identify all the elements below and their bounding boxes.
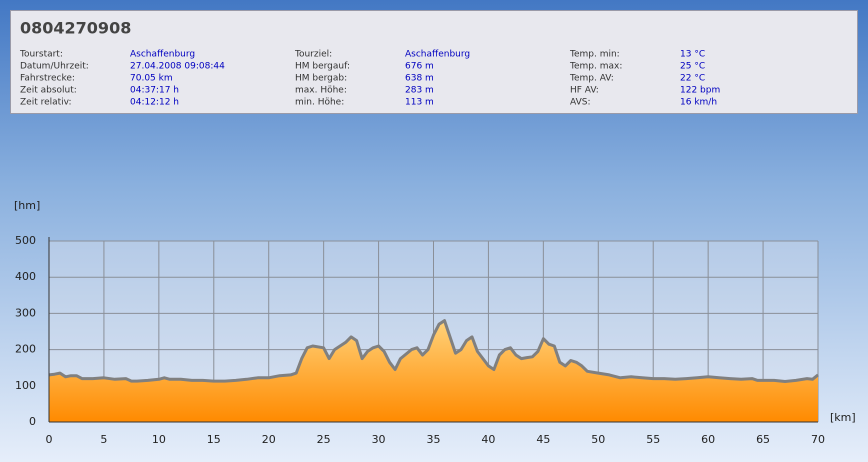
field-value: Aschaffenburg (130, 50, 195, 60)
field-label: Temp. min: (569, 50, 620, 60)
x-tick-label: 45 (536, 433, 550, 446)
x-tick-label: 55 (646, 433, 660, 446)
field-label: max. Höhe: (295, 86, 347, 96)
field-label: Fahrstrecke: (20, 74, 75, 84)
field-label: Datum/Uhrzeit: (20, 62, 89, 72)
y-tick-label: 300 (15, 306, 36, 319)
area (49, 320, 818, 422)
field-value: 122 bpm (680, 86, 720, 96)
x-tick-label: 30 (372, 433, 386, 446)
x-tick-label: 20 (262, 433, 276, 446)
field-value: 13 °C (680, 50, 705, 60)
y-tick-label: 0 (29, 415, 36, 428)
field-label: HM bergauf: (295, 62, 350, 72)
info-panel (10, 10, 858, 114)
field-label: Temp. max: (569, 62, 622, 72)
field-value: 16 km/h (680, 98, 717, 108)
field-value: 70.05 km (130, 74, 173, 84)
field-label: HF AV: (570, 86, 599, 96)
field-label: Temp. AV: (569, 74, 614, 84)
x-tick-label: 65 (756, 433, 770, 446)
x-axis-label: [km] (830, 411, 856, 424)
y-axis-label: [hm] (14, 199, 40, 212)
field-label: min. Höhe: (295, 98, 344, 108)
field-label: Zeit absolut: (20, 86, 77, 96)
x-tick-label: 5 (100, 433, 107, 446)
field-label: Zeit relativ: (20, 98, 72, 108)
x-tick-label: 70 (811, 433, 825, 446)
field-value: 283 m (405, 86, 434, 96)
field-value: 04:37:17 h (130, 86, 179, 96)
field-value: 25 °C (680, 62, 705, 72)
x-tick-label: 25 (317, 433, 331, 446)
y-tick-label: 500 (15, 234, 36, 247)
y-tick-label: 100 (15, 379, 36, 392)
x-tick-label: 60 (701, 433, 715, 446)
field-value: Aschaffenburg (405, 50, 470, 60)
fields: Tourstart: Aschaffenburg Datum/Uhrzeit: 27.… (19, 50, 720, 108)
field-value: 27.04.2008 09:08:44 (130, 62, 225, 72)
chart: 0 100 200 300 400 500 0 5 10 15 20 25 30 35 40 45 50 55 60… (14, 199, 856, 446)
field-value: 22 °C (680, 74, 705, 84)
y-tick-label: 200 (15, 343, 36, 356)
field-value: 04:12:12 h (130, 98, 179, 108)
profile-line (48, 319, 819, 383)
x-tick-label: 10 (152, 433, 166, 446)
x-tick-label: 40 (481, 433, 495, 446)
field-value: 113 m (405, 98, 434, 108)
title: 0804270908 (20, 19, 131, 38)
field-value: 638 m (405, 74, 434, 84)
field-label: HM bergab: (295, 74, 347, 84)
x-tick-label: 15 (207, 433, 221, 446)
field-label: AVS: (570, 98, 590, 108)
x-tick-label: 35 (427, 433, 441, 446)
field-label: Tourstart: (19, 50, 63, 60)
x-tick-label: 50 (591, 433, 605, 446)
field-value: 676 m (405, 62, 434, 72)
y-tick-label: 400 (15, 270, 36, 283)
x-tick-label: 0 (46, 433, 53, 446)
field-label: Tourziel: (294, 50, 332, 60)
